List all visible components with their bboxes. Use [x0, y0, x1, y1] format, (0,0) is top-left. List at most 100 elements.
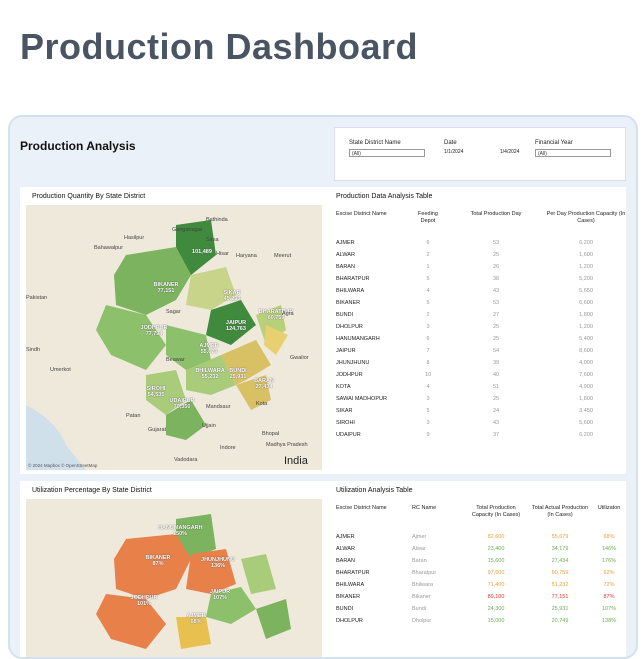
filter-label: State District Name: [349, 140, 401, 146]
district-label: BIKANER 77,151: [153, 282, 179, 294]
place-label: Haryana: [236, 253, 257, 259]
table-cell: 2: [426, 312, 430, 318]
date-to[interactable]: 1/4/2024: [500, 149, 520, 155]
column-header: Total Production Day: [470, 211, 522, 217]
table-cell: 68%: [603, 534, 615, 540]
table-cell: 87%: [603, 594, 615, 600]
place-label: Bathinda: [206, 217, 228, 223]
place-label: Sirsa: [206, 237, 219, 243]
table-cell: BUNDI: [336, 606, 354, 612]
district-label: SIROHI 54,535: [146, 386, 166, 398]
district-label: AJMER 55,679: [199, 343, 219, 355]
filter-label: Date: [444, 140, 457, 146]
place-label: Vadodara: [174, 457, 198, 463]
district-label: BIKANER 87%: [145, 555, 171, 567]
place-label: Meerut: [274, 253, 292, 259]
table-cell: DHOLPUR: [336, 618, 363, 624]
table-cell: BIKANER: [336, 594, 361, 600]
column-header: Excise District Name: [336, 211, 387, 217]
district-label: BARAN 27,434: [254, 378, 274, 390]
table-cell: HANUMANGARH: [336, 336, 380, 342]
place-label: Pakistan: [26, 295, 48, 301]
table-cell: Baran: [412, 558, 427, 564]
table-cell: 138%: [601, 618, 617, 624]
table-cell: 51: [492, 384, 500, 390]
table-cell: BUNDI: [336, 312, 354, 318]
table-cell: BHILWARA: [336, 288, 365, 294]
table-cell: AJMER: [336, 240, 355, 246]
district-label: BHARATPUR 60,759: [258, 309, 294, 321]
production-section: Production Quantity By State District © …: [20, 187, 626, 474]
table-cell: SIKAR: [336, 408, 353, 414]
table-cell: 53: [492, 300, 500, 306]
table-cell: BHILWARA: [336, 582, 365, 588]
table-cell: DHOLPUR: [336, 324, 363, 330]
district-label: 101,489: [192, 249, 212, 255]
table-cell: BARAN: [336, 558, 355, 564]
table-cell: 38: [492, 276, 500, 282]
district-label: HANUMANGARH 150%: [158, 525, 203, 537]
table-cell: 2: [426, 252, 430, 258]
district-label: JAIPUR 107%: [209, 589, 231, 601]
column-header: Total Actual Production (In Cases): [532, 505, 588, 518]
district-label: BHILWARA 55,232: [195, 368, 225, 380]
table-cell: JODHPUR: [336, 372, 363, 378]
table-cell: 176%: [601, 558, 617, 564]
filter-bar: State District Name (All) Date 1/1/2024 …: [334, 127, 626, 181]
table-cell: 26: [492, 264, 500, 270]
table-cell: 20,749: [551, 618, 569, 624]
table-cell: 25: [492, 396, 500, 402]
place-label: Ganganagar: [172, 227, 203, 233]
district-label: SIKAR 45,233: [223, 290, 241, 302]
district-label: JAIPUR 124,763: [225, 320, 247, 332]
table-cell: 60,759: [551, 570, 569, 576]
table-cell: 3: [426, 324, 430, 330]
table-cell: Alwar: [412, 546, 426, 552]
place-label: Sagar: [166, 309, 181, 315]
table-cell: 1,200: [579, 324, 593, 330]
table-cell: 4: [426, 384, 430, 390]
page-title: Production Dashboard: [20, 26, 419, 67]
table-cell: 37: [492, 432, 500, 438]
table-cell: 24: [492, 408, 500, 414]
table-cell: 1,800: [579, 396, 593, 402]
panel-title: Production Analysis: [20, 139, 136, 153]
table-cell: 6: [426, 336, 430, 342]
table-cell: 7: [426, 348, 430, 354]
place-label: Agra: [282, 311, 294, 317]
table-cell: 27: [492, 312, 500, 318]
table-cell: 72%: [603, 582, 615, 588]
district-label: JODHPUR 101%: [130, 595, 158, 607]
table-cell: 5: [426, 300, 430, 306]
table-cell: 82,600: [487, 534, 505, 540]
table-cell: 97,600: [487, 570, 505, 576]
table-cell: 10: [424, 372, 432, 378]
date-from[interactable]: 1/1/2024: [444, 149, 464, 155]
table-cell: 23,400: [487, 546, 505, 552]
place-label: Beawar: [166, 357, 185, 363]
table-cell: 34,179: [551, 546, 569, 552]
table-cell: 25: [492, 252, 500, 258]
table-cell: 1,600: [579, 252, 593, 258]
table-cell: 4: [426, 288, 430, 294]
table-cell: 5,400: [579, 336, 593, 342]
table-cell: 1,200: [579, 264, 593, 270]
place-label: Indore: [220, 445, 236, 451]
district-label: AJMER 68%: [186, 613, 206, 625]
table-cell: BHARATPUR: [336, 570, 370, 576]
table-cell: 8,600: [579, 348, 593, 354]
place-label: Bhopal: [262, 431, 280, 437]
district-select[interactable]: (All): [349, 149, 425, 157]
district-label: BUNDI 25,931: [229, 368, 247, 380]
table-cell: JAIPUR: [336, 348, 356, 354]
table-cell: 51,232: [551, 582, 569, 588]
table-cell: Bikaner: [412, 594, 431, 600]
year-select[interactable]: (All): [535, 149, 611, 157]
table-cell: KOTA: [336, 384, 351, 390]
place-label: India: [284, 455, 308, 467]
table-cell: ALWAR: [336, 546, 355, 552]
table-cell: 77,151: [551, 594, 569, 600]
table-cell: 15,000: [487, 618, 505, 624]
table-cell: BARAN: [336, 264, 355, 270]
district-label: UDAIPUR 70,350: [169, 398, 195, 410]
